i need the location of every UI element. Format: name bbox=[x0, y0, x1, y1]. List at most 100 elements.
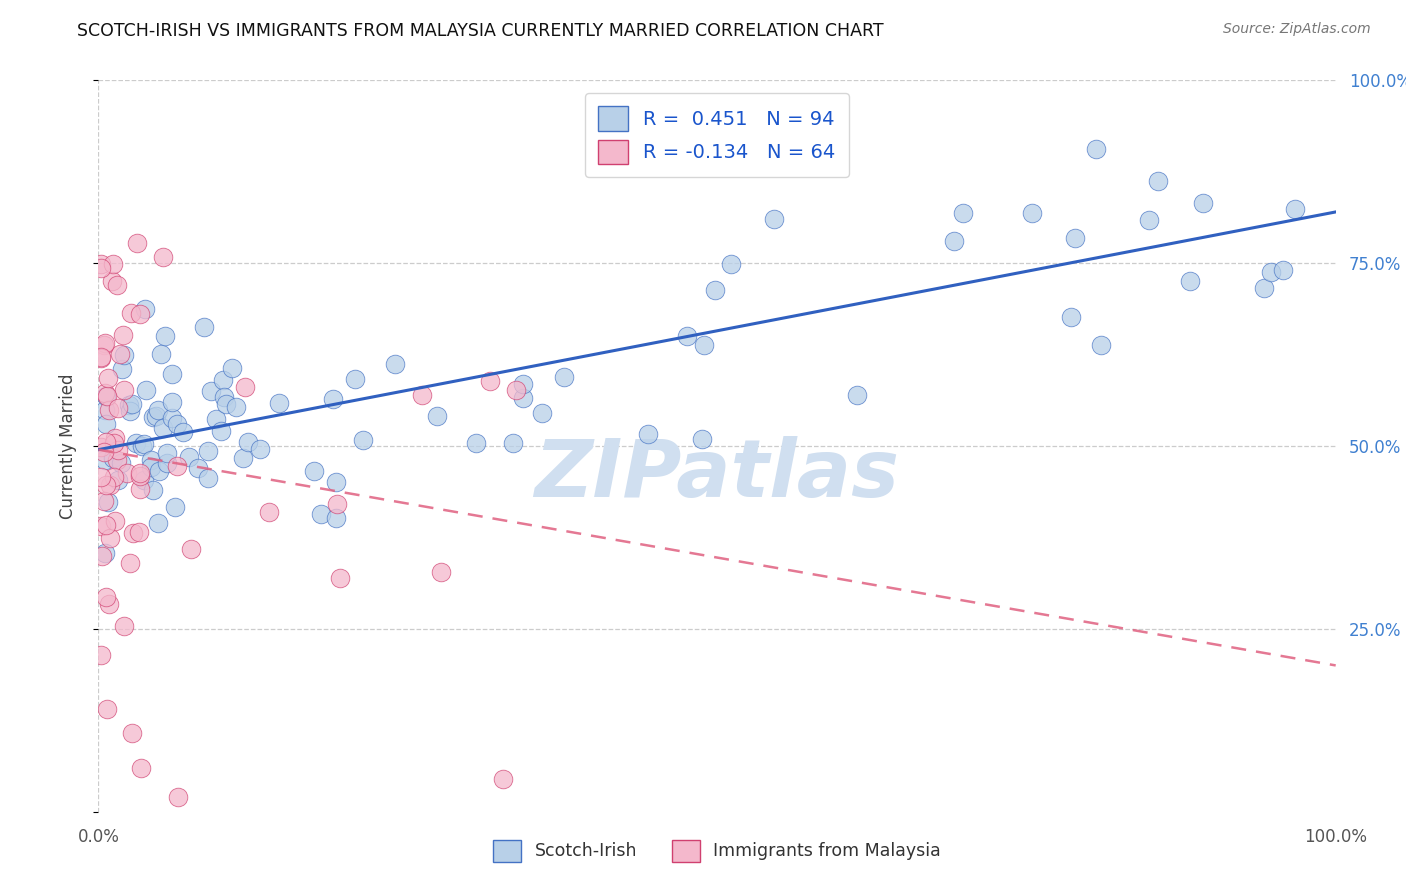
Point bbox=[93, 452, 115, 467]
Point bbox=[187, 461, 209, 475]
Point bbox=[197, 444, 219, 458]
Point bbox=[121, 396, 143, 410]
Point bbox=[304, 464, 326, 478]
Point bbox=[107, 443, 129, 458]
Point bbox=[141, 452, 163, 467]
Point bbox=[1021, 206, 1043, 220]
Point bbox=[160, 367, 183, 381]
Point bbox=[160, 411, 183, 425]
Point bbox=[1085, 142, 1108, 156]
Point bbox=[112, 348, 135, 362]
Point bbox=[96, 417, 118, 431]
Point bbox=[325, 511, 347, 525]
Point bbox=[411, 388, 433, 402]
Point bbox=[221, 360, 243, 375]
Point bbox=[132, 474, 155, 488]
Point bbox=[98, 597, 121, 611]
Point bbox=[212, 390, 235, 404]
Point bbox=[502, 435, 524, 450]
Point bbox=[329, 571, 352, 585]
Point bbox=[1272, 262, 1295, 277]
Point bbox=[120, 306, 142, 320]
Point bbox=[167, 790, 190, 805]
Point bbox=[90, 351, 112, 366]
Point bbox=[209, 424, 232, 438]
Point bbox=[211, 373, 233, 387]
Point bbox=[112, 383, 135, 397]
Point bbox=[90, 519, 112, 533]
Point bbox=[465, 435, 488, 450]
Point bbox=[94, 477, 117, 491]
Point bbox=[134, 437, 156, 451]
Point bbox=[90, 648, 112, 662]
Point bbox=[149, 347, 172, 361]
Point bbox=[763, 212, 786, 227]
Point bbox=[1192, 196, 1215, 211]
Point bbox=[129, 760, 152, 774]
Point bbox=[122, 525, 145, 540]
Point bbox=[90, 350, 112, 364]
Point bbox=[101, 451, 124, 466]
Point bbox=[166, 459, 188, 474]
Point bbox=[238, 435, 260, 450]
Point bbox=[200, 384, 222, 398]
Point bbox=[214, 397, 236, 411]
Point bbox=[105, 278, 128, 293]
Point bbox=[1178, 274, 1201, 288]
Point bbox=[637, 427, 659, 442]
Point bbox=[125, 436, 148, 450]
Point bbox=[1146, 174, 1168, 188]
Point bbox=[94, 590, 117, 604]
Point bbox=[96, 389, 118, 403]
Point bbox=[1090, 337, 1112, 351]
Point bbox=[93, 545, 115, 559]
Point bbox=[135, 383, 157, 397]
Point bbox=[114, 619, 136, 633]
Point bbox=[259, 505, 281, 519]
Point bbox=[93, 494, 115, 508]
Point bbox=[98, 478, 121, 492]
Point bbox=[384, 357, 406, 371]
Point bbox=[108, 346, 131, 360]
Point bbox=[148, 464, 170, 478]
Point bbox=[152, 250, 174, 264]
Point bbox=[156, 446, 179, 460]
Point bbox=[205, 412, 228, 426]
Point bbox=[426, 409, 449, 423]
Point bbox=[704, 283, 727, 297]
Point bbox=[105, 453, 128, 467]
Point bbox=[90, 549, 112, 563]
Point bbox=[103, 431, 125, 445]
Point bbox=[97, 402, 120, 417]
Point bbox=[942, 234, 965, 248]
Point bbox=[90, 260, 112, 275]
Point bbox=[107, 474, 129, 488]
Point bbox=[90, 440, 112, 454]
Point bbox=[103, 469, 125, 483]
Point bbox=[146, 516, 169, 530]
Point bbox=[101, 257, 124, 271]
Y-axis label: Currently Married: Currently Married bbox=[59, 373, 77, 519]
Point bbox=[343, 371, 366, 385]
Text: SCOTCH-IRISH VS IMMIGRANTS FROM MALAYSIA CURRENTLY MARRIED CORRELATION CHART: SCOTCH-IRISH VS IMMIGRANTS FROM MALAYSIA… bbox=[77, 22, 884, 40]
Point bbox=[141, 460, 163, 475]
Point bbox=[429, 565, 451, 579]
Point bbox=[128, 525, 150, 540]
Point bbox=[233, 380, 256, 394]
Point bbox=[110, 456, 132, 470]
Point bbox=[1284, 202, 1306, 216]
Point bbox=[845, 388, 868, 402]
Point bbox=[553, 369, 575, 384]
Point bbox=[232, 450, 254, 465]
Point bbox=[179, 450, 201, 465]
Point bbox=[131, 439, 153, 453]
Point bbox=[1260, 265, 1282, 279]
Point bbox=[94, 389, 117, 403]
Point bbox=[309, 507, 332, 521]
Point bbox=[94, 385, 117, 400]
Point bbox=[97, 495, 120, 509]
Point bbox=[326, 497, 349, 511]
Legend: Scotch-Irish, Immigrants from Malaysia: Scotch-Irish, Immigrants from Malaysia bbox=[486, 832, 948, 869]
Point bbox=[163, 500, 186, 515]
Point bbox=[160, 395, 183, 409]
